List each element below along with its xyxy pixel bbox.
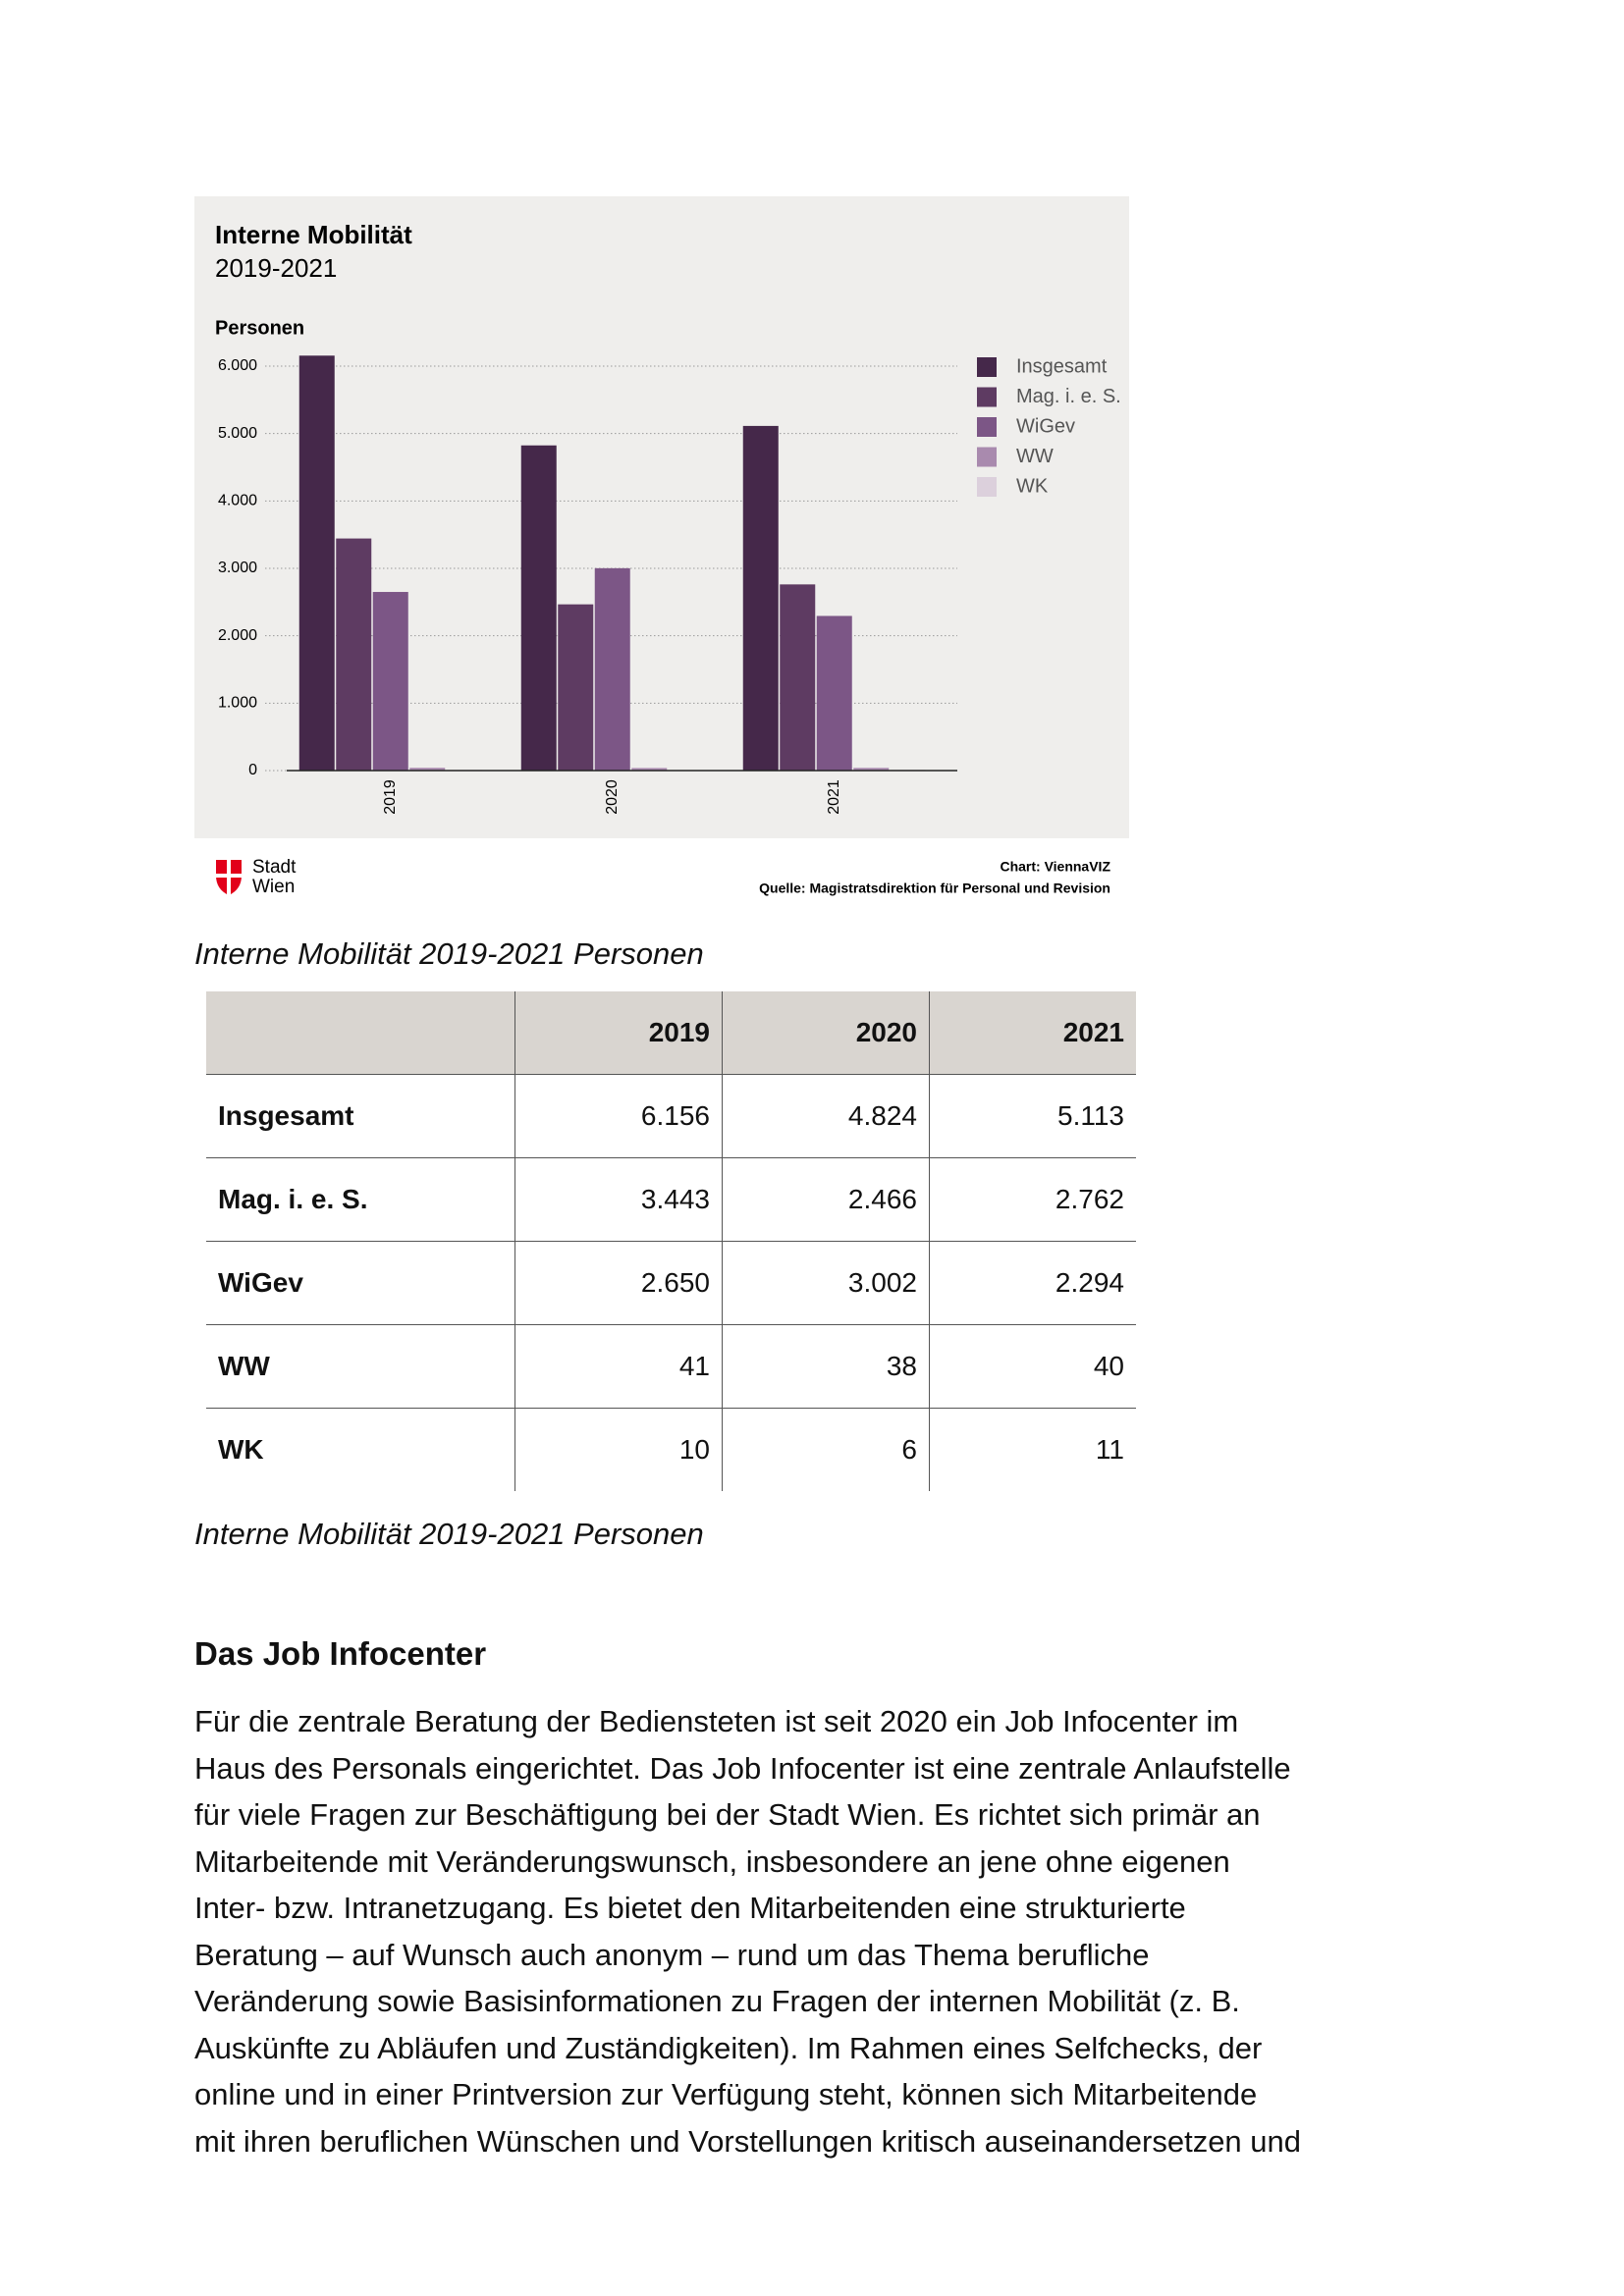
table-row: WW 41 38 40 [206, 1324, 1136, 1409]
caption: Interne Mobilität 2019-2021 Personen [194, 1517, 704, 1551]
table-cell: 41 [514, 1324, 723, 1409]
logo-text: Wien [252, 877, 295, 897]
chart: Interne Mobilität 2019-2021 Personen Sta… [194, 196, 1129, 897]
legend-swatch [977, 357, 997, 377]
chart-background [194, 196, 1129, 838]
row-label: WK [218, 1434, 264, 1465]
row-label: Insgesamt [206, 1074, 515, 1158]
table-cell: 10 [514, 1408, 723, 1491]
row-label: WiGev [206, 1241, 515, 1325]
legend-swatch [977, 387, 997, 407]
logo [216, 860, 242, 895]
header-cell [206, 991, 515, 1075]
bar [409, 768, 446, 771]
caption: Interne Mobilität 2019-2021 Personen [194, 936, 704, 971]
bar [780, 584, 816, 771]
bar [336, 538, 372, 771]
legend-label: WK [1016, 475, 1049, 497]
y-axis-label: Personen [215, 317, 304, 339]
logo-cross [216, 874, 242, 878]
x-tick-label: 2021 [826, 779, 842, 815]
x-tick-label: 2020 [604, 779, 621, 815]
text-line: für viele Fragen zur Beschäftigung bei d… [194, 1797, 1261, 1832]
paragraph: Für die zentrale Beratung der Bedienstet… [194, 1698, 1301, 2164]
table-cell: 3.002 [722, 1241, 930, 1325]
x-tick-label: 2019 [382, 779, 399, 815]
text-line: Auskünfte zu Abläufen und Zuständigkeite… [194, 2030, 1263, 2065]
text-line: Haus des Personals eingerichtet. Das Job… [194, 1750, 1291, 1786]
header-cell: 2020 [722, 991, 930, 1075]
row-label: WW [206, 1324, 515, 1409]
text-line: Beratung – auf Wunsch auch anonym – rund… [194, 1937, 1150, 1972]
chart-credit: Chart: ViennaVIZ [1000, 859, 1110, 875]
table-cell: 2.294 [929, 1241, 1136, 1325]
y-tick-label: 4.000 [218, 493, 257, 509]
y-tick-label: 6.000 [218, 357, 257, 374]
header-row: 2019 2020 2021 [206, 991, 1136, 1075]
table-cell: 6 [722, 1408, 930, 1491]
row-label: Mag. i. e. S. [206, 1157, 515, 1242]
chart-title: Interne Mobilität [215, 220, 412, 249]
table-row: WK 10 6 11 [206, 1408, 1136, 1491]
bar [816, 615, 852, 771]
chart-source: Quelle: Magistratsdirektion für Personal… [759, 881, 1110, 896]
bar [594, 567, 630, 771]
table-row: Insgesamt 6.156 4.824 5.113 [206, 1074, 1136, 1158]
text-line: mit ihren beruflichen Wünschen und Vorst… [194, 2123, 1302, 2159]
table-cell: 4.824 [722, 1074, 930, 1158]
y-tick-label: 2.000 [218, 627, 257, 644]
table-cell: 40 [929, 1324, 1136, 1409]
y-tick-label: 0 [248, 762, 257, 778]
legend-label: Insgesamt [1016, 355, 1108, 377]
logo-text: Stadt [252, 857, 297, 878]
header-cell: 2021 [929, 991, 1136, 1075]
table-cell: 38 [722, 1324, 930, 1409]
legend-label: WiGev [1016, 415, 1075, 437]
legend-swatch [977, 417, 997, 437]
section-heading: Das Job Infocenter [194, 1635, 487, 1672]
table-cell: 11 [929, 1408, 1136, 1491]
bar [372, 592, 408, 771]
legend-swatch [977, 447, 997, 467]
text-line: Veränderung sowie Basisinformationen zu … [194, 1984, 1240, 2018]
table-cell: 3.443 [514, 1157, 723, 1242]
legend-label: WW [1016, 446, 1054, 467]
text-line: online und in einer Printversion zur Ver… [194, 2077, 1258, 2111]
bar [853, 768, 890, 771]
bar [298, 355, 335, 771]
text-line: Für die zentrale Beratung der Bedienstet… [194, 1704, 1239, 1738]
chart-subtitle: 2019-2021 [215, 253, 337, 283]
bar [520, 445, 557, 771]
data-table: 2019 2020 2021 Insgesamt 6.156 4.824 5.113 Mag.… [206, 991, 1136, 1491]
y-tick-label: 5.000 [218, 425, 257, 442]
table-cell: 6.156 [514, 1074, 723, 1158]
bar [631, 768, 668, 771]
table-cell: 2.466 [722, 1157, 930, 1242]
table-row: Mag. i. e. S. 3.443 2.466 2.762 [206, 1157, 1136, 1242]
table-cell: 5.113 [929, 1074, 1136, 1158]
table-cell: 2.650 [514, 1241, 723, 1325]
y-tick-label: 3.000 [218, 560, 257, 576]
legend-swatch [977, 477, 997, 497]
table-row: WiGev 2.650 3.002 2.294 [206, 1241, 1136, 1325]
text-line: Inter- bzw. Intranetzugang. Es bietet de… [194, 1891, 1186, 1925]
legend-label: Mag. i. e. S. [1016, 386, 1121, 407]
table-cell: 2.762 [929, 1157, 1136, 1242]
header-cell: 2019 [514, 991, 723, 1075]
y-tick-label: 1.000 [218, 695, 257, 712]
bar [742, 425, 779, 771]
bar [558, 604, 594, 771]
text-line: Mitarbeitende mit Veränderungswunsch, in… [194, 1843, 1230, 1879]
